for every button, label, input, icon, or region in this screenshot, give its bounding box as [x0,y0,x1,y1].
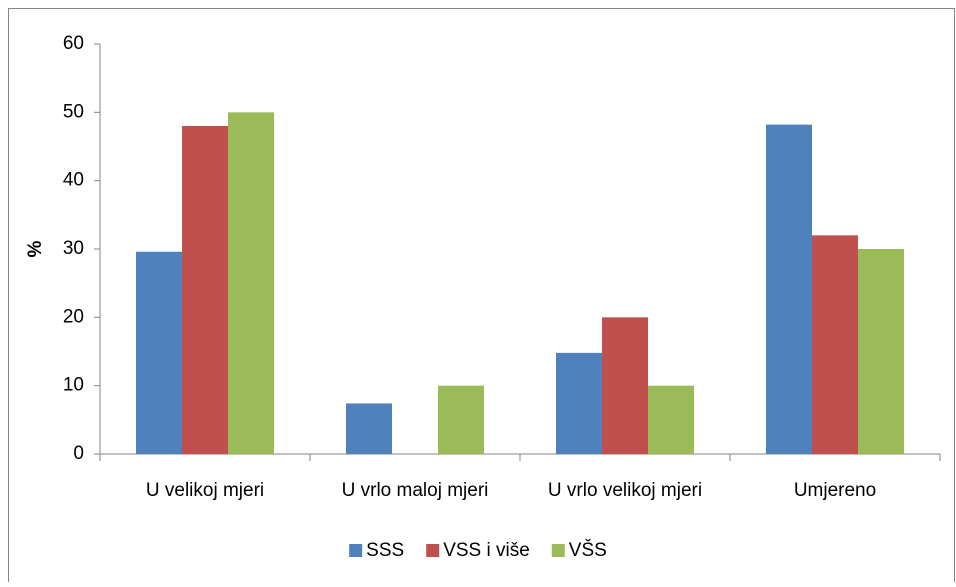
bar [136,251,182,454]
y-axis-label: % [25,240,46,257]
bar [556,352,602,454]
legend-swatch [349,544,363,557]
y-tick-label: 50 [63,101,84,122]
bar [346,403,392,454]
legend-swatch [551,544,565,557]
bar [648,385,694,454]
y-tick-label: 30 [63,238,84,259]
legend-label: VŠS [569,539,607,561]
y-tick-label: 20 [63,306,84,327]
y-tick-label: 10 [63,375,84,396]
bar [182,126,228,454]
x-tick-label: U velikoj mjeri [146,480,264,501]
x-tick-label: U vrlo velikoj mjeri [548,480,702,501]
bar [602,317,648,454]
x-tick-label: Umjereno [794,480,876,501]
bar [438,385,484,454]
bar [858,249,904,454]
bar [228,112,274,454]
legend-label: SSS [366,540,404,561]
y-tick-label: 60 [63,33,84,54]
x-tick-label: U vrlo maloj mjeri [342,480,489,501]
bar [812,235,858,454]
legend-label: VSS i više [443,540,530,561]
legend-swatch [426,544,440,557]
bar [766,124,812,454]
y-tick-label: 0 [73,443,84,464]
y-tick-label: 40 [63,170,84,191]
